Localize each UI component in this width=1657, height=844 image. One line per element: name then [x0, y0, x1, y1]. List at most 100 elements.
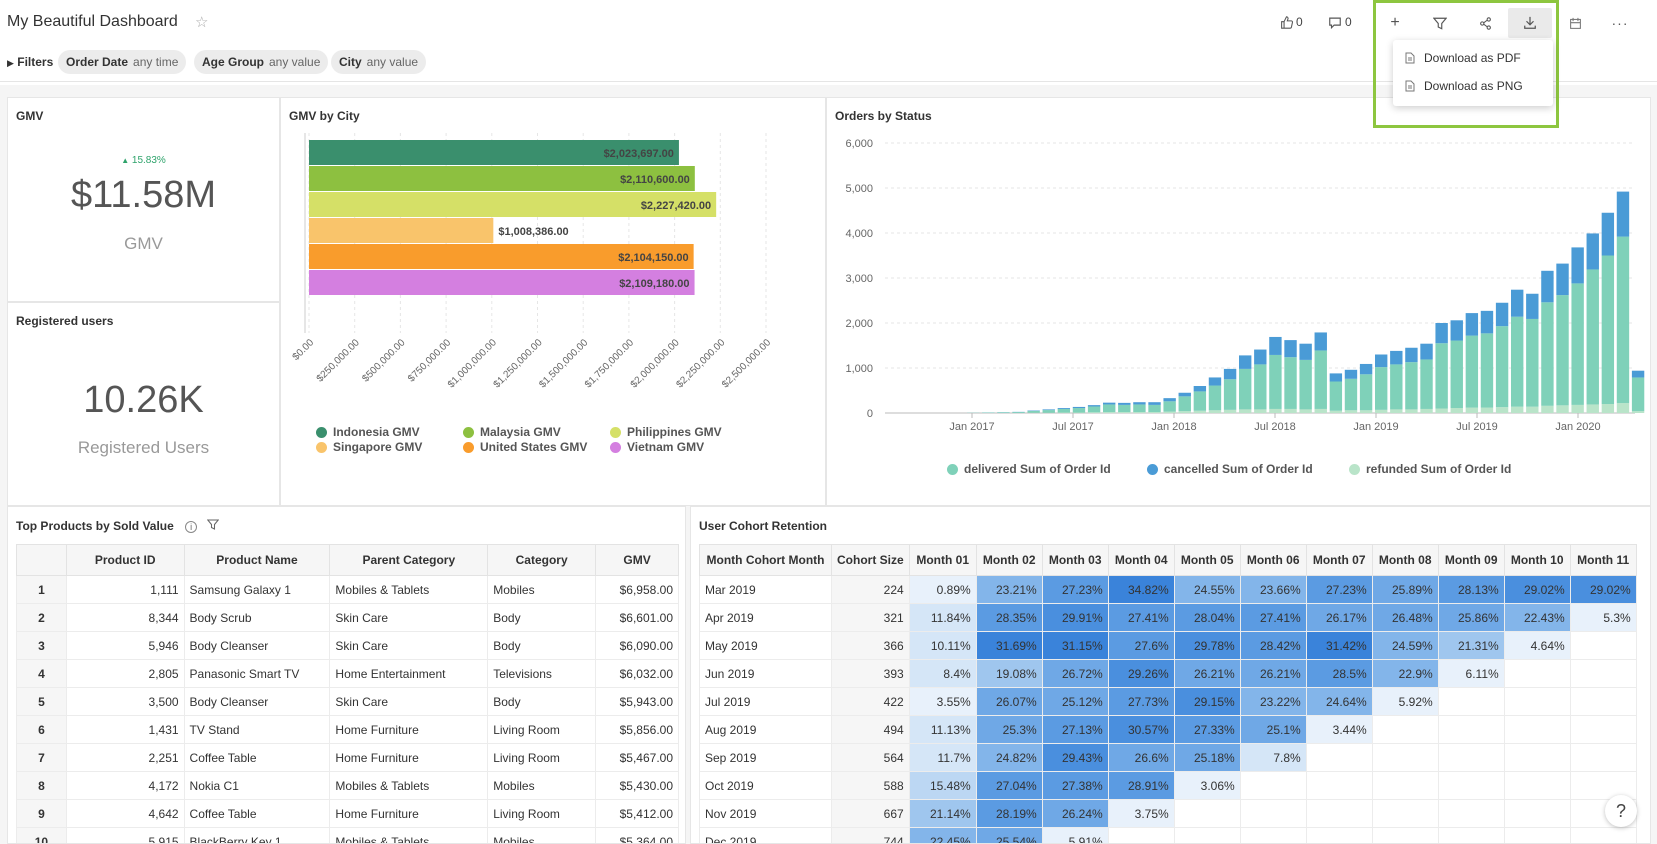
- stacked-bar-segment[interactable]: [1163, 411, 1176, 413]
- stacked-bar-segment[interactable]: [1208, 385, 1222, 411]
- filter-chip-city[interactable]: City any value: [331, 50, 427, 74]
- schedule-button[interactable]: [1553, 8, 1597, 38]
- table-row[interactable]: 1 1,111 Samsung Galaxy 1 Mobiles & Tablets M…: [16, 575, 679, 604]
- stacked-bar-segment[interactable]: [1420, 359, 1433, 409]
- star-icon[interactable]: ☆: [195, 14, 209, 31]
- stacked-bar-segment[interactable]: [1435, 343, 1448, 409]
- stacked-bar-segment[interactable]: [1118, 412, 1131, 413]
- legend-item[interactable]: Indonesia GMV: [316, 425, 420, 439]
- stacked-bar-segment[interactable]: [1087, 405, 1101, 407]
- table-row[interactable]: 6 1,431 TV Stand Home Furniture Living Room $…: [16, 715, 679, 744]
- stacked-bar-segment[interactable]: [1314, 408, 1327, 413]
- column-header[interactable]: Product ID: [65, 544, 185, 576]
- column-header[interactable]: Month 03: [1041, 544, 1109, 576]
- download-button[interactable]: [1508, 8, 1552, 38]
- stacked-bar-segment[interactable]: [1526, 406, 1539, 413]
- stacked-bar-segment[interactable]: [997, 412, 1010, 413]
- stacked-bar-segment[interactable]: [1254, 349, 1267, 365]
- stacked-bar-segment[interactable]: [1314, 332, 1327, 351]
- table-row[interactable]: Jul 2019 422 3.55% 26.07% 25.12% 27.73% 29.15%…: [699, 687, 1637, 716]
- stacked-bar-segment[interactable]: [1299, 343, 1312, 360]
- stacked-bar-segment[interactable]: [1344, 378, 1358, 411]
- stacked-bar-segment[interactable]: [1087, 412, 1101, 413]
- stacked-bar-segment[interactable]: [1359, 374, 1373, 411]
- stacked-bar-segment[interactable]: [1405, 347, 1418, 363]
- table-row[interactable]: 2 8,344 Body Scrub Skin Care Body $6,601.00: [16, 603, 679, 632]
- stacked-bar-segment[interactable]: [1133, 402, 1146, 405]
- legend-item[interactable]: Philippines GMV: [610, 425, 722, 439]
- stacked-bar-segment[interactable]: [1239, 409, 1252, 413]
- column-header[interactable]: Month 06: [1239, 544, 1307, 576]
- stacked-bar-segment[interactable]: [1284, 408, 1297, 413]
- like-button[interactable]: 0: [1280, 15, 1303, 29]
- filters-toggle[interactable]: ▶ Filters: [7, 55, 53, 69]
- column-header[interactable]: Category: [487, 544, 597, 576]
- bar[interactable]: [309, 166, 695, 191]
- stacked-bar-segment[interactable]: [1359, 410, 1373, 413]
- stacked-bar-segment[interactable]: [1359, 363, 1373, 375]
- share-button[interactable]: [1463, 8, 1507, 38]
- stacked-bar-segment[interactable]: [1586, 269, 1599, 405]
- stacked-bar-segment[interactable]: [1027, 410, 1040, 413]
- stacked-bar-segment[interactable]: [1511, 289, 1524, 317]
- column-header[interactable]: Month 05: [1173, 544, 1241, 576]
- stacked-bar-segment[interactable]: [1465, 335, 1479, 408]
- stacked-bar-segment[interactable]: [1435, 323, 1448, 344]
- stacked-bar-segment[interactable]: [1495, 302, 1509, 327]
- stacked-bar-segment[interactable]: [1480, 407, 1494, 413]
- stacked-bar-segment[interactable]: [1284, 357, 1297, 409]
- stacked-bar-segment[interactable]: [1193, 410, 1207, 413]
- legend-item[interactable]: refunded Sum of Order Id: [1349, 462, 1511, 476]
- table-row[interactable]: Nov 2019 667 21.14% 28.19% 26.24% 3.75%: [699, 799, 1637, 828]
- legend-item[interactable]: Vietnam GMV: [610, 440, 704, 454]
- stacked-bar-segment[interactable]: [1072, 406, 1086, 409]
- stacked-bar-segment[interactable]: [1375, 354, 1388, 368]
- stacked-bar-segment[interactable]: [1329, 410, 1343, 413]
- download-png-item[interactable]: Download as PNG: [1393, 72, 1553, 100]
- stacked-bar-segment[interactable]: [1526, 318, 1539, 407]
- stacked-bar-segment[interactable]: [1375, 409, 1388, 413]
- stacked-bar-segment[interactable]: [1254, 409, 1267, 413]
- table-row[interactable]: May 2019 366 10.11% 31.69% 31.15% 27.6% 29.78%…: [699, 631, 1637, 660]
- stacked-bar-segment[interactable]: [1087, 406, 1101, 413]
- stacked-bar-segment[interactable]: [1450, 408, 1463, 413]
- stacked-bar-segment[interactable]: [1329, 381, 1343, 411]
- stacked-bar-segment[interactable]: [1193, 391, 1207, 411]
- stacked-bar-segment[interactable]: [1541, 405, 1554, 413]
- stacked-bar-segment[interactable]: [1133, 404, 1146, 413]
- stacked-bar-segment[interactable]: [1556, 295, 1569, 406]
- stacked-bar-segment[interactable]: [1133, 412, 1146, 413]
- stacked-bar-segment[interactable]: [1390, 364, 1403, 410]
- stacked-bar-segment[interactable]: [1586, 233, 1599, 270]
- legend-item[interactable]: cancelled Sum of Order Id: [1147, 462, 1313, 476]
- stacked-bar-segment[interactable]: [1631, 370, 1645, 378]
- stacked-bar-segment[interactable]: [1601, 255, 1615, 405]
- bar[interactable]: [309, 218, 494, 243]
- column-header[interactable]: Month 08: [1371, 544, 1439, 576]
- stacked-bar-segment[interactable]: [1616, 191, 1630, 237]
- stacked-bar-segment[interactable]: [1148, 404, 1161, 413]
- table-row[interactable]: 10 5,915 BlackBerry Key 1 Mobiles & Tablets…: [16, 827, 679, 843]
- column-header[interactable]: Month 02: [975, 544, 1043, 576]
- column-header[interactable]: Product Name: [183, 544, 331, 576]
- stacked-bar-segment[interactable]: [1057, 408, 1071, 413]
- column-header[interactable]: Month 01: [908, 544, 977, 576]
- filter-chip-order-date[interactable]: Order Date any time: [58, 50, 187, 74]
- stacked-bar-segment[interactable]: [1390, 409, 1403, 413]
- stacked-bar-segment[interactable]: [1163, 398, 1176, 402]
- table-row[interactable]: 8 4,172 Nokia C1 Mobiles & Tablets Mobiles $5…: [16, 771, 679, 800]
- filter-icon[interactable]: [206, 519, 219, 530]
- stacked-bar-segment[interactable]: [1057, 408, 1071, 409]
- table-row[interactable]: 3 5,946 Body Cleanser Skin Care Body $6,090.0…: [16, 631, 679, 660]
- stacked-bar-segment[interactable]: [1450, 320, 1463, 341]
- stacked-bar-segment[interactable]: [1420, 408, 1433, 413]
- column-header[interactable]: [16, 544, 67, 576]
- stacked-bar-segment[interactable]: [1329, 373, 1343, 382]
- stacked-bar-segment[interactable]: [1541, 302, 1554, 406]
- stacked-bar-segment[interactable]: [1344, 410, 1358, 413]
- stacked-bar-segment[interactable]: [1239, 368, 1252, 410]
- stacked-bar-segment[interactable]: [1480, 333, 1494, 408]
- stacked-bar-segment[interactable]: [1495, 407, 1509, 413]
- table-row[interactable]: Dec 2019 744 22.45% 25.54% 5.91%: [699, 827, 1637, 843]
- stacked-bar-segment[interactable]: [1556, 405, 1569, 413]
